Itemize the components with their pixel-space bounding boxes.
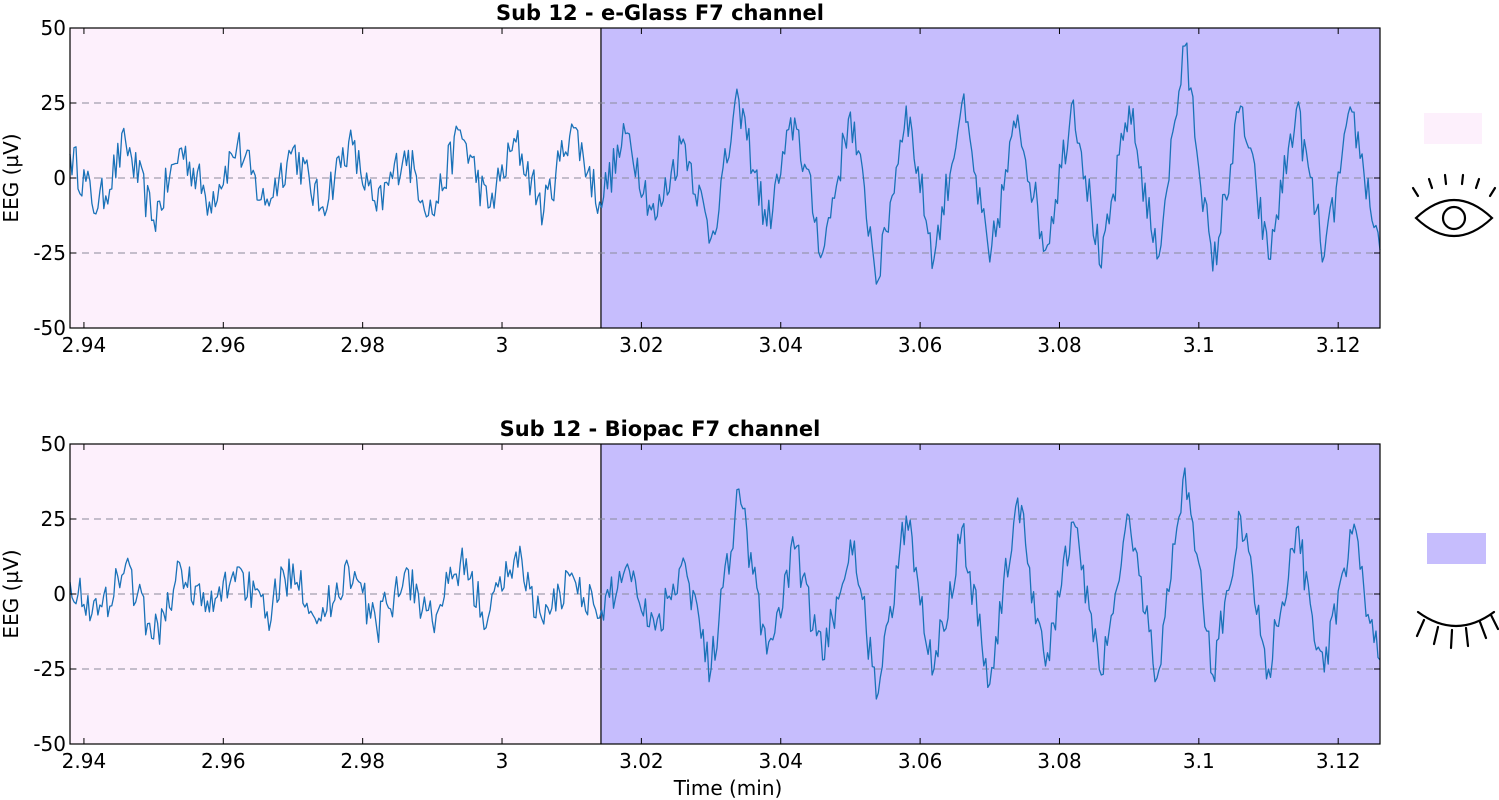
panel-eglass: Sub 12 - e-Glass F7 channel -50 -25 0 25 50 2.…: [0, 1, 1381, 357]
x-tick-label: 3.06: [898, 333, 943, 357]
x-tick-label: 3.12: [1316, 333, 1361, 357]
x-tick-label: 3.02: [619, 333, 664, 357]
y-axis-label: EEG (µV): [0, 549, 23, 638]
eyes-open-legend-swatch: [1424, 113, 1482, 144]
x-tick-label: 3.12: [1316, 749, 1361, 773]
x-tick-label: 2.94: [62, 333, 107, 357]
x-tick-label: 2.98: [340, 749, 385, 773]
y-tick-label: 50: [41, 432, 66, 456]
x-tick-label: 3.1: [1183, 749, 1215, 773]
eeg-series-line: [69, 42, 1381, 285]
x-tick-label: 3.02: [619, 749, 664, 773]
x-tick-label: 2.94: [62, 749, 107, 773]
x-tick-label: 3.04: [758, 749, 803, 773]
x-tick-label: 3.1: [1183, 333, 1215, 357]
y-tick-label: 50: [41, 16, 66, 40]
y-tick-label: 0: [53, 166, 66, 190]
x-tick-label: 2.96: [201, 749, 246, 773]
x-tick-label: 2.96: [201, 333, 246, 357]
x-tick-label: 3: [496, 749, 509, 773]
chart-title: Sub 12 - e-Glass F7 channel: [496, 1, 824, 25]
x-tick-label: 3.08: [1037, 333, 1082, 357]
y-axis-label: EEG (µV): [0, 133, 23, 222]
eeg-series-line: [69, 467, 1381, 700]
x-tick-label: 3: [496, 333, 509, 357]
closed-eye-icon: [1415, 610, 1499, 650]
y-tick-label: -25: [33, 241, 66, 265]
chart-title: Sub 12 - Biopac F7 channel: [500, 417, 821, 441]
y-tick-label: 25: [41, 507, 66, 531]
y-tick-label: 25: [41, 91, 66, 115]
eyes-closed-legend-swatch: [1427, 533, 1486, 564]
x-tick-label: 2.98: [340, 333, 385, 357]
x-tick-label: 3.04: [758, 333, 803, 357]
x-tick-label: 3.08: [1037, 749, 1082, 773]
open-eye-icon: [1411, 173, 1497, 238]
panel-biopac: Sub 12 - Biopac F7 channel -50 -25 0 25 50 2.9…: [0, 417, 1381, 800]
y-tick-label: 0: [53, 582, 66, 606]
y-tick-label: -50: [33, 732, 66, 756]
y-tick-label: -50: [33, 316, 66, 340]
y-tick-label: -25: [33, 657, 66, 681]
legend: [1411, 113, 1499, 650]
x-axis-label: Time (min): [673, 776, 783, 800]
x-tick-label: 3.06: [898, 749, 943, 773]
